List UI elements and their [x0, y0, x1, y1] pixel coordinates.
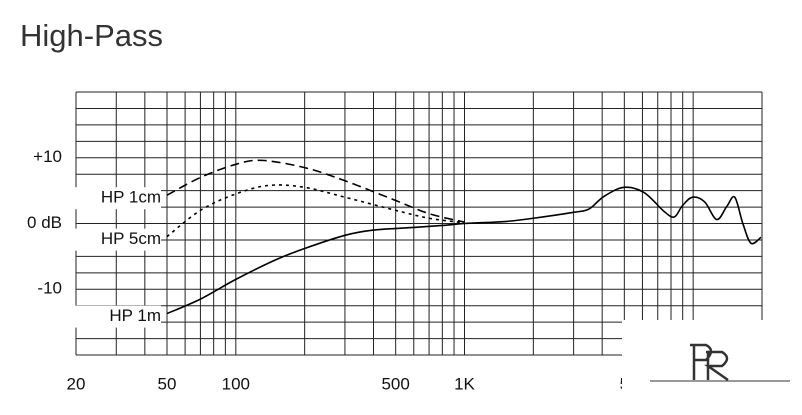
y-tick-label: +10: [33, 147, 62, 166]
label-bg: [74, 228, 161, 251]
chart-title: High-Pass: [20, 18, 163, 53]
series-label: HP 1cm: [101, 188, 161, 207]
x-tick-label: 50: [158, 374, 177, 393]
series-line: [166, 159, 465, 223]
label-bg: [74, 187, 161, 210]
series-line: [166, 186, 762, 315]
y-tick-label: 0 dB: [27, 213, 62, 232]
x-tick-label: 500: [381, 374, 409, 393]
logo: [650, 343, 790, 382]
y-tick-label: -10: [37, 279, 62, 298]
x-tick-label: 100: [222, 374, 250, 393]
x-tick-label: 20: [67, 374, 86, 393]
series-label: HP 1m: [109, 306, 161, 325]
label-bg: [74, 305, 161, 328]
series-label: HP 5cm: [101, 229, 161, 248]
x-tick-label: 1K: [454, 374, 475, 393]
logo-stroke: [690, 343, 729, 382]
